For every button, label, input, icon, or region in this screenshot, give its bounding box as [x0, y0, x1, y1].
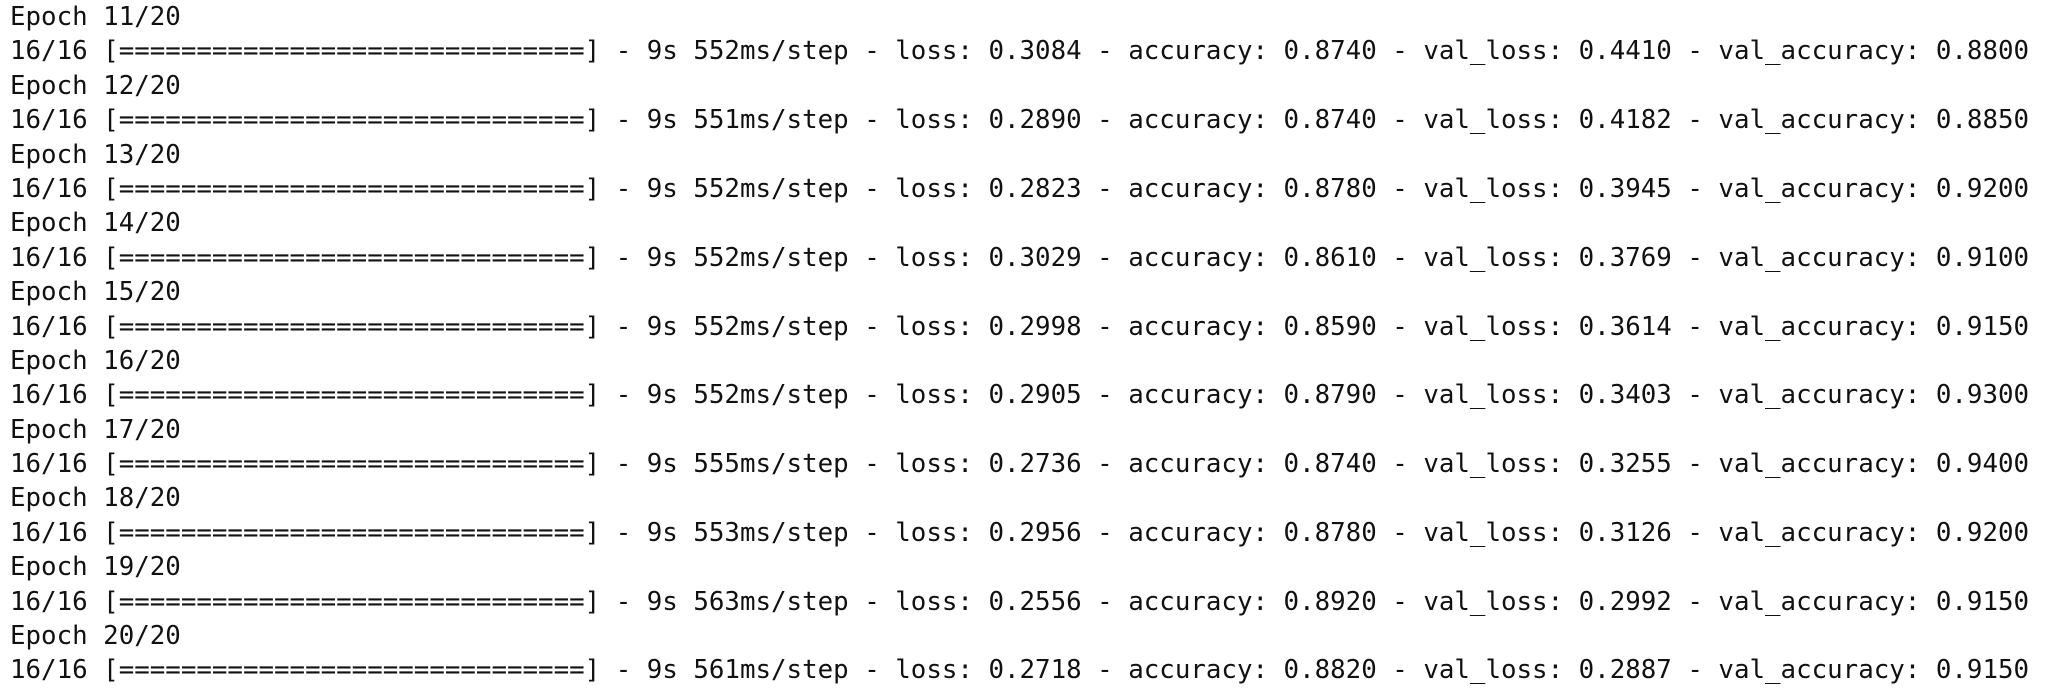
progress-line: 16/16 [==============================] -…	[10, 449, 2030, 480]
epoch-header: Epoch 20/20	[10, 621, 181, 652]
epoch-header: Epoch 19/20	[10, 552, 181, 583]
epoch-header: Epoch 11/20	[10, 2, 181, 32]
epoch-header: Epoch 13/20	[10, 139, 181, 170]
epoch-header: Epoch 18/20	[10, 483, 181, 514]
progress-line: 16/16 [==============================] -…	[10, 380, 2030, 411]
progress-line: 16/16 [==============================] -…	[10, 586, 2030, 617]
epoch-header: Epoch 17/20	[10, 414, 181, 445]
progress-line: 16/16 [==============================] -…	[10, 242, 2030, 273]
progress-line: 16/16 [==============================] -…	[10, 173, 2030, 204]
progress-line: 16/16 [==============================] -…	[10, 517, 2030, 548]
epoch-header: Epoch 16/20	[10, 345, 181, 376]
epoch-header: Epoch 15/20	[10, 277, 181, 308]
progress-line: 16/16 [==============================] -…	[10, 105, 2030, 136]
progress-line: 16/16 [==============================] -…	[10, 655, 2030, 686]
epoch-header: Epoch 12/20	[10, 70, 181, 101]
epoch-header: Epoch 14/20	[10, 208, 181, 239]
progress-line: 16/16 [==============================] -…	[10, 36, 2030, 67]
progress-line: 16/16 [==============================] -…	[10, 311, 2030, 342]
